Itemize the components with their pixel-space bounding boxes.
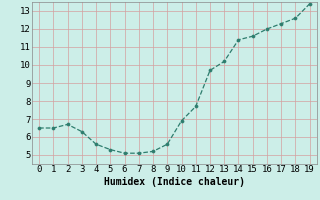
X-axis label: Humidex (Indice chaleur): Humidex (Indice chaleur) xyxy=(104,177,245,187)
